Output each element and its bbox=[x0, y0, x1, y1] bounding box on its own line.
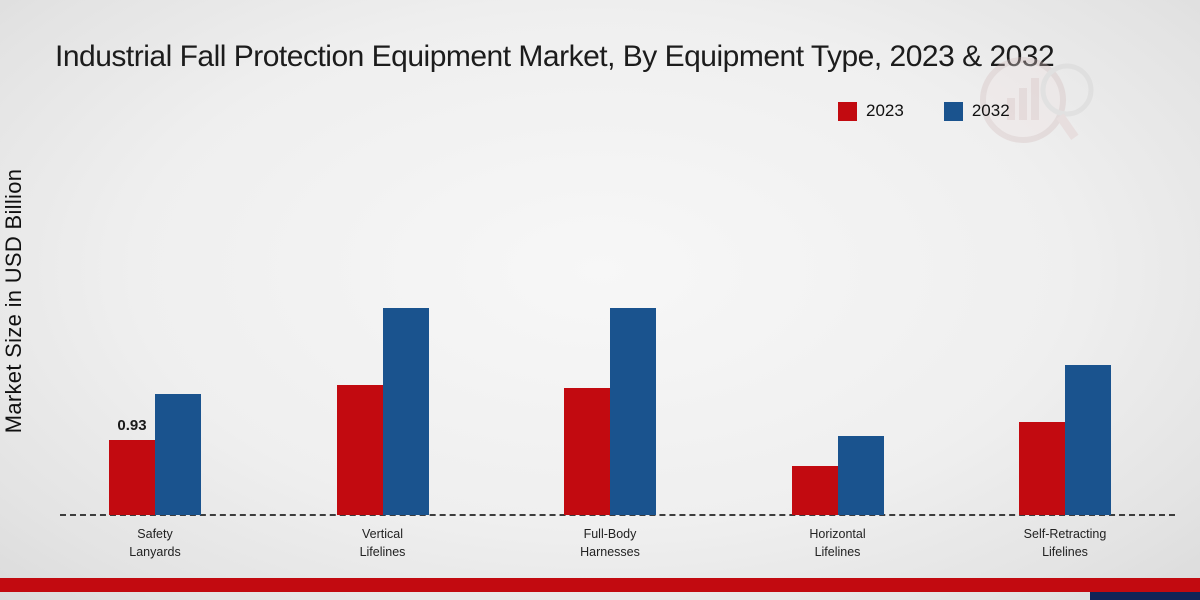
chart-title: Industrial Fall Protection Equipment Mar… bbox=[55, 40, 1055, 73]
bar-2023-horizontal-lifelines bbox=[791, 465, 838, 515]
bar-2032-full-body-harnesses bbox=[610, 308, 656, 515]
bar-2023-vertical-lifelines bbox=[336, 385, 383, 515]
category-label-full-body-harnesses: Full-Body Harnesses bbox=[580, 527, 640, 560]
legend-label-2023: 2023 bbox=[866, 101, 904, 120]
legend-swatch-2032 bbox=[943, 101, 963, 121]
bar-2032-vertical-lifelines bbox=[382, 308, 429, 515]
bar-2032-horizontal-lifelines bbox=[837, 436, 884, 515]
footer-red-band bbox=[0, 578, 1200, 592]
x-axis-baseline bbox=[60, 514, 1175, 516]
category-label-safety-lanyards: Safety Lanyards bbox=[129, 527, 181, 560]
bar-2032-safety-lanyards bbox=[155, 393, 201, 515]
legend-item-2032: 2032 bbox=[943, 101, 1010, 121]
footer-navy-corner bbox=[1090, 592, 1200, 600]
bar-2023-safety-lanyards bbox=[109, 439, 155, 515]
bar-2023-self-retracting-lifelines bbox=[1019, 421, 1065, 515]
legend-label-2032: 2032 bbox=[971, 101, 1010, 120]
category-label-vertical-lifelines: Vertical Lifelines bbox=[359, 527, 406, 560]
bar-2032-self-retracting-lifelines bbox=[1065, 365, 1111, 515]
chart-legend: 2023 2032 bbox=[838, 101, 1010, 121]
legend-swatch-2023 bbox=[838, 101, 857, 121]
bar-2023-full-body-harnesses bbox=[564, 387, 610, 515]
category-label-horizontal-lifelines: Horizontal Lifelines bbox=[809, 527, 866, 560]
legend-item-2023: 2023 bbox=[838, 101, 904, 121]
category-label-self-retracting-lifelines: Self-Retracting Lifelines bbox=[1023, 527, 1107, 560]
bar-value-label-safety-lanyards: 0.93 bbox=[117, 416, 147, 434]
